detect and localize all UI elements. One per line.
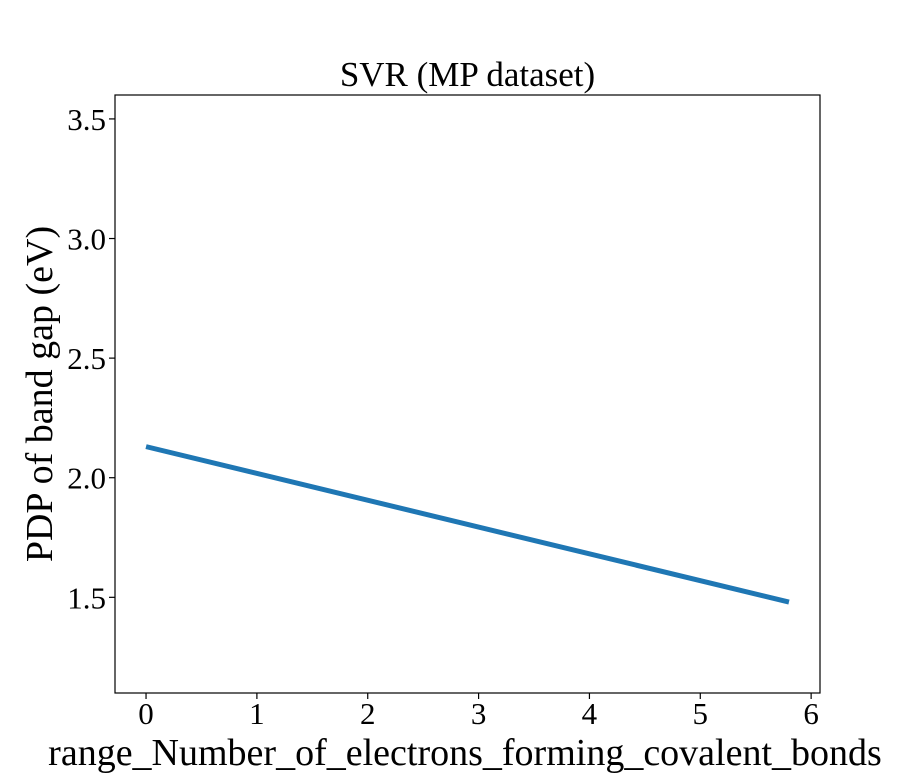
x-tick-label: 0 xyxy=(138,696,154,731)
plot-frame xyxy=(114,94,821,694)
x-tick-label: 6 xyxy=(803,696,819,731)
y-tick-label: 2.0 xyxy=(67,461,106,496)
chart-title: SVR (MP dataset) xyxy=(340,55,595,94)
y-tick-label: 3.0 xyxy=(67,222,106,257)
series-layer xyxy=(145,444,790,605)
x-tick-label: 3 xyxy=(471,696,487,731)
y-tick-label: 2.5 xyxy=(67,341,106,376)
y-axis-label: PDP of band gap (eV) xyxy=(19,226,61,562)
ticks-layer: 0 1 2 3 4 5 6 1.5 2.0 2.5 3.0 3.5 xyxy=(67,102,819,731)
x-axis-label: range_Number_of_electrons_forming_covale… xyxy=(48,732,882,774)
x-tick-label: 5 xyxy=(693,696,709,731)
x-tick-label: 2 xyxy=(360,696,376,731)
series-line-1 xyxy=(145,444,790,605)
x-tick-label: 1 xyxy=(249,696,265,731)
y-tick-label: 1.5 xyxy=(67,580,106,615)
y-tick-label: 3.5 xyxy=(67,102,106,137)
x-tick-label: 4 xyxy=(582,696,598,731)
